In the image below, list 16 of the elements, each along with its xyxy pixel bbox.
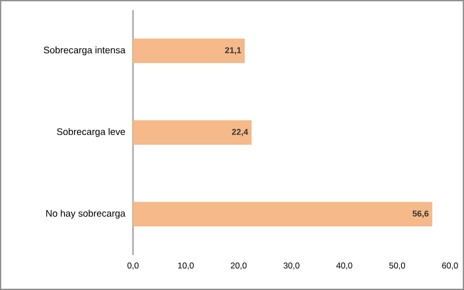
data-label: 22,4: [232, 128, 248, 136]
x-tick-label: 20,0: [230, 262, 247, 270]
x-tick-label: 10,0: [178, 262, 194, 270]
data-label: 56,6: [412, 210, 429, 218]
y-tick-label: Sobrecarga intensa: [44, 46, 126, 56]
bar: [132, 120, 252, 145]
x-tick-label: 0,0: [127, 262, 139, 270]
bar: [132, 202, 432, 226]
y-tick-label: No hay sobrecarga: [46, 210, 126, 219]
x-tick-label: 50,0: [389, 262, 406, 270]
x-tick-label: 60,0: [442, 262, 458, 270]
x-tick-label: 30,0: [284, 262, 300, 270]
bar: [132, 38, 245, 64]
data-label: 21,1: [225, 47, 242, 54]
x-tick-label: 40,0: [336, 262, 352, 270]
y-tick-label: Sobrecarga leve: [57, 128, 126, 137]
